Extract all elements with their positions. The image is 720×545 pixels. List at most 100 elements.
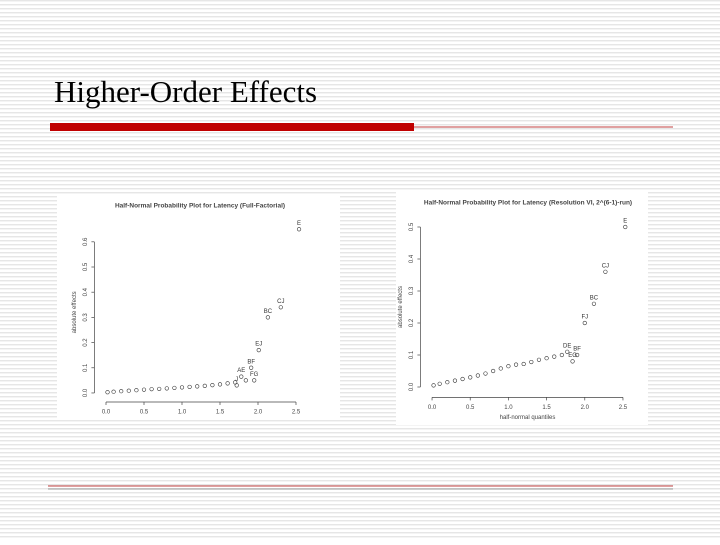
point-label: FJ [581, 315, 588, 321]
point [141, 387, 147, 392]
x-tick-label: 1.0 [504, 405, 513, 411]
point-label: FG [250, 372, 259, 378]
point [437, 381, 442, 386]
point [119, 389, 124, 394]
point [468, 375, 473, 380]
point [483, 371, 488, 376]
point [582, 320, 587, 326]
point [460, 376, 465, 382]
point-label: EG [568, 353, 577, 359]
x-tick-label: 0.5 [466, 405, 475, 411]
x-tick-label: 1.5 [542, 405, 551, 411]
y-tick-label: 0.4 [409, 254, 415, 263]
point [491, 368, 496, 374]
y-tick-label: 0.0 [83, 388, 89, 397]
point [591, 301, 597, 306]
point-label: BC [264, 309, 273, 315]
point [575, 352, 580, 358]
point [506, 364, 511, 369]
point [623, 224, 628, 230]
point [149, 387, 154, 392]
x-tick-label: 0.0 [102, 410, 111, 416]
point [559, 352, 564, 358]
x-tick-label: 1.5 [216, 410, 225, 416]
x-tick-label: 2.0 [581, 405, 590, 411]
point [565, 349, 570, 354]
point [239, 374, 244, 379]
point [445, 380, 450, 385]
point-label: BF [573, 347, 581, 353]
point [552, 354, 557, 359]
y-tick-label: 0.5 [409, 222, 415, 231]
y-tick-label: 0.2 [83, 338, 89, 347]
point-label: E [297, 221, 301, 227]
point [570, 359, 575, 364]
point-label: DE [563, 343, 571, 349]
point [234, 383, 239, 388]
point-label: BC [590, 295, 599, 301]
x-tick-label: 2.0 [254, 410, 263, 416]
title-bar [50, 123, 414, 131]
point [105, 390, 110, 395]
point [202, 383, 207, 389]
point [521, 361, 526, 367]
point [134, 388, 139, 393]
point-label: CJ [602, 263, 609, 269]
y-tick-label: 0.4 [83, 287, 89, 296]
x-tick-label: 1.0 [178, 410, 187, 416]
point [126, 388, 131, 393]
point [210, 383, 215, 388]
point-label: J [235, 377, 238, 383]
point [536, 357, 542, 362]
x-tick-label: 2.5 [292, 410, 301, 416]
x-tick-label: 0.0 [428, 405, 437, 411]
point [513, 362, 519, 367]
point-label: BF [247, 359, 255, 365]
point [111, 389, 116, 394]
chart-title: Half-Normal Probability Plot for Latency… [115, 203, 285, 210]
plot-image [57, 195, 340, 420]
point [431, 383, 436, 388]
y-tick-label: 0.3 [409, 286, 415, 295]
point [452, 378, 458, 383]
point [195, 384, 200, 389]
point [603, 269, 608, 274]
chart-title: Half-Normal Probability Plot for Latency… [424, 199, 632, 207]
point-label: AE [237, 368, 245, 374]
point [179, 385, 185, 390]
point [475, 373, 480, 378]
y-axis-label: absolute effects [398, 286, 404, 328]
point [252, 378, 257, 383]
y-tick-label: 0.3 [83, 313, 89, 322]
point [544, 356, 549, 361]
y-tick-label: 0.2 [409, 318, 415, 327]
point [265, 315, 270, 320]
point [529, 359, 534, 365]
point-label: CJ [277, 299, 284, 305]
point [172, 385, 177, 391]
y-axis-label: absolute effects [72, 291, 78, 333]
point [187, 384, 192, 390]
plot-image [396, 190, 648, 425]
y-tick-label: 0.1 [409, 350, 415, 359]
slide-title: Higher-Order Effects [54, 74, 317, 109]
point [256, 348, 261, 353]
point [296, 227, 302, 232]
y-tick-label: 0.0 [409, 382, 415, 391]
y-tick-label: 0.6 [83, 237, 89, 246]
point-label: E [623, 219, 627, 225]
point [243, 378, 248, 383]
point [498, 366, 503, 371]
point [157, 386, 162, 392]
y-tick-label: 0.5 [83, 262, 89, 271]
y-tick-label: 0.1 [83, 363, 89, 372]
point [164, 386, 169, 391]
x-tick-label: 2.5 [619, 405, 628, 411]
point [278, 305, 283, 310]
x-tick-label: 0.5 [140, 410, 149, 416]
point [217, 382, 223, 387]
point-label: EJ [255, 342, 262, 348]
point [225, 381, 230, 386]
point [249, 365, 254, 370]
